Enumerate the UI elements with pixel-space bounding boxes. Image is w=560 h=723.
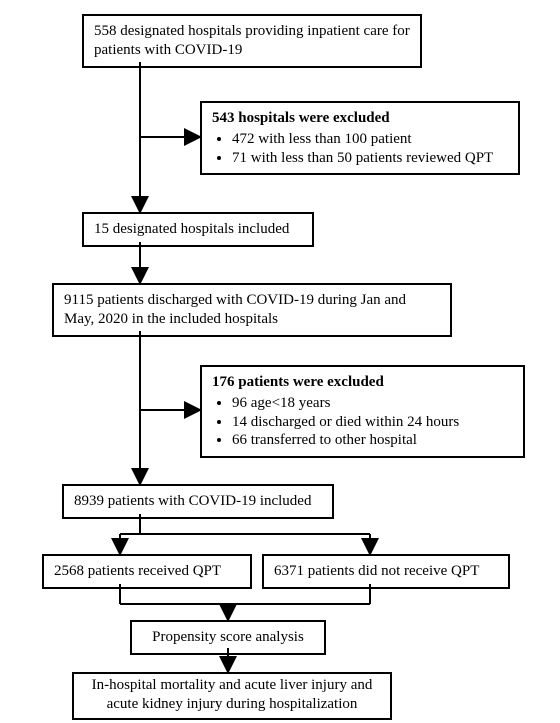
exclusion-patients-list: 96 age<18 years 14 discharged or died wi…: [212, 394, 513, 450]
node-outcome: In-hospital mortality and acute liver in…: [72, 672, 392, 720]
node-hospitals-included: 15 designated hospitals included: [82, 212, 314, 247]
node-hospitals-included-text: 15 designated hospitals included: [94, 221, 289, 237]
exclusion-hospitals-item: 472 with less than 100 patient: [232, 130, 508, 149]
node-qpt-not-received: 6371 patients did not receive QPT: [262, 554, 510, 589]
exclusion-hospitals-item: 71 with less than 50 patients reviewed Q…: [232, 149, 508, 168]
node-patients-included: 8939 patients with COVID-19 included: [62, 484, 334, 519]
node-outcome-text: In-hospital mortality and acute liver in…: [92, 677, 373, 712]
exclusion-patients: 176 patients were excluded 96 age<18 yea…: [200, 365, 525, 458]
exclusion-patients-item: 96 age<18 years: [232, 394, 513, 413]
node-qpt-received: 2568 patients received QPT: [42, 554, 252, 589]
node-start: 558 designated hospitals providing inpat…: [82, 14, 422, 68]
exclusion-patients-item: 66 transferred to other hospital: [232, 431, 513, 450]
exclusion-patients-item: 14 discharged or died within 24 hours: [232, 413, 513, 432]
node-patients-discharged-text: 9115 patients discharged with COVID-19 d…: [64, 292, 406, 327]
node-qpt-received-text: 2568 patients received QPT: [54, 563, 221, 579]
exclusion-hospitals: 543 hospitals were excluded 472 with les…: [200, 101, 520, 175]
node-patients-included-text: 8939 patients with COVID-19 included: [74, 493, 311, 509]
node-propensity-text: Propensity score analysis: [152, 629, 304, 645]
exclusion-hospitals-list: 472 with less than 100 patient 71 with l…: [212, 130, 508, 168]
exclusion-patients-title: 176 patients were excluded: [212, 374, 384, 390]
exclusion-hospitals-title: 543 hospitals were excluded: [212, 110, 390, 126]
node-start-text: 558 designated hospitals providing inpat…: [94, 23, 410, 58]
node-patients-discharged: 9115 patients discharged with COVID-19 d…: [52, 283, 452, 337]
node-propensity: Propensity score analysis: [130, 620, 326, 655]
node-qpt-not-received-text: 6371 patients did not receive QPT: [274, 563, 479, 579]
